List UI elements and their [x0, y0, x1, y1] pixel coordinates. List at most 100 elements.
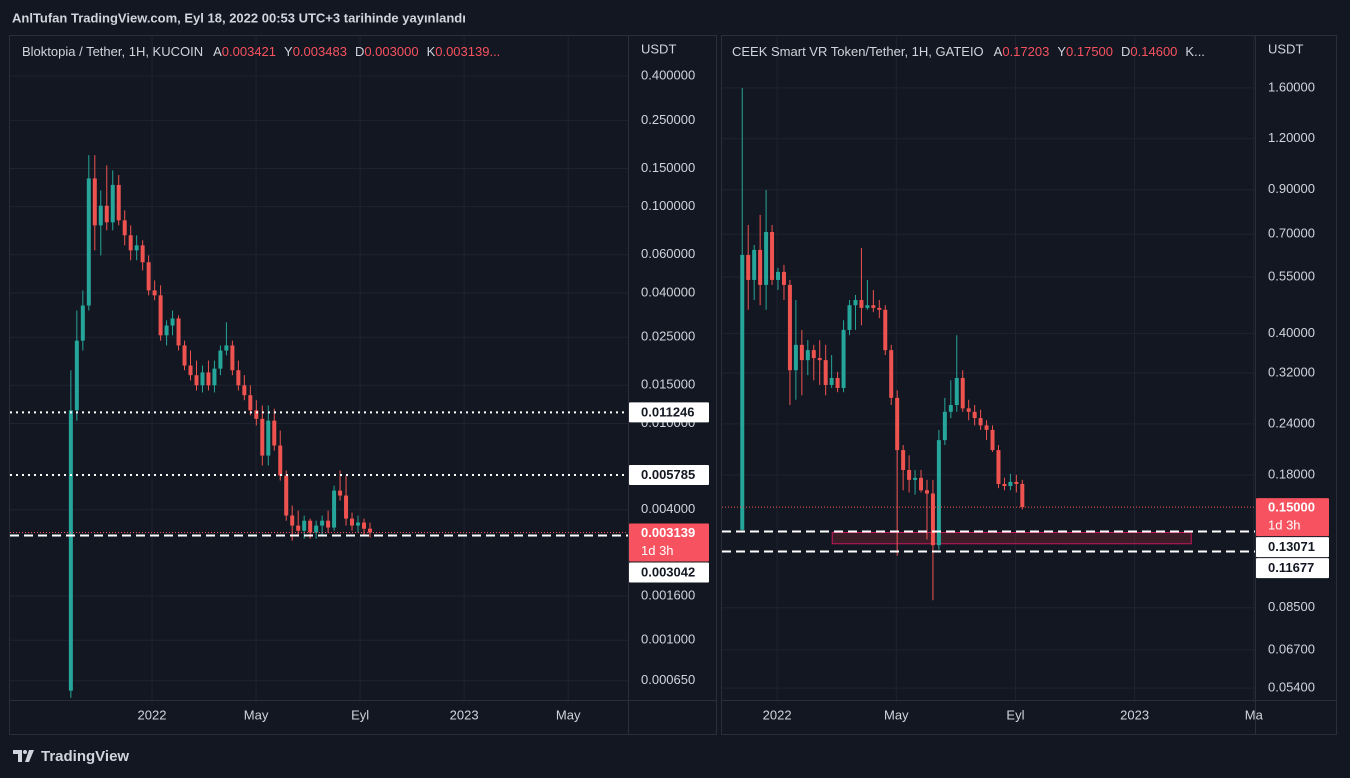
plot-area [722, 36, 1255, 702]
candle-body [799, 344, 804, 361]
candle-body [919, 477, 924, 491]
candle-body [272, 420, 277, 446]
x-tick-label: May [556, 707, 581, 722]
candle-body [990, 429, 995, 451]
ohlc-key: A [213, 44, 222, 59]
candle-body [134, 245, 139, 251]
last-price-box [1256, 498, 1329, 537]
y-tick-label: 1.60000 [1268, 79, 1315, 94]
candle-body [116, 184, 121, 221]
candle-body [74, 340, 79, 411]
price-line-label-box [629, 402, 709, 423]
candle-body [871, 305, 876, 308]
countdown-label: 1d 3h [1268, 518, 1301, 533]
candle-body [805, 350, 810, 361]
y-tick-label: 0.40000 [1268, 325, 1315, 340]
ohlc-value: 0.003483 [293, 44, 347, 59]
candle-body [80, 305, 85, 341]
candle-body [907, 470, 912, 480]
price-line-label: 0.11677 [1268, 560, 1314, 575]
x-tick-label: May [244, 707, 269, 722]
candle-body [110, 184, 115, 223]
candle-body [841, 329, 846, 388]
footer-brand: TradingView [41, 748, 129, 765]
y-tick-label: 0.015000 [641, 377, 695, 392]
candle-body [314, 525, 319, 533]
candle-body [236, 370, 241, 386]
candle-body [146, 262, 151, 291]
candle-body [817, 358, 822, 361]
y-tick-label: 0.000650 [641, 672, 695, 687]
countdown-label: 1d 3h [641, 543, 674, 558]
candle-body [1002, 483, 1007, 487]
x-tick-label: May [884, 707, 909, 722]
candle-body [758, 249, 763, 285]
ohlc-value: 0.003000 [364, 44, 418, 59]
candle-body [158, 295, 163, 336]
candle-body [152, 290, 157, 296]
candle-body [960, 377, 965, 409]
candle-body [104, 205, 109, 223]
y-tick-label: 0.150000 [641, 160, 695, 175]
candle-body [883, 309, 888, 351]
ohlc-key: D [1121, 44, 1130, 59]
candle-body [302, 520, 307, 531]
panel-border [9, 35, 717, 735]
candle-body [248, 395, 253, 411]
candle-body [901, 450, 906, 471]
candle-body [740, 254, 745, 530]
y-tick-label: 0.32000 [1268, 364, 1315, 379]
candle-body [356, 522, 361, 526]
candle-body [361, 522, 366, 529]
price-line-label-box [1256, 558, 1329, 579]
candle-body [266, 420, 271, 456]
y-tick-label: 0.18000 [1268, 466, 1315, 481]
axis-unit: USDT [1268, 41, 1303, 56]
zone [831, 532, 1192, 545]
axis-unit: USDT [641, 41, 676, 56]
price-labels: 0.13071 0.11677 0.15000 1d 3h [1256, 498, 1329, 579]
candle-body [122, 220, 127, 236]
candle-body [746, 254, 751, 280]
candle-body [823, 360, 828, 385]
candle-body [984, 425, 989, 430]
candle-body [332, 490, 337, 528]
candle-body [98, 205, 103, 226]
candle-body [924, 490, 929, 494]
ohlc-key: A [994, 44, 1003, 59]
candle-body [770, 232, 775, 280]
y-tick-label: 0.001000 [641, 632, 695, 647]
candle-body [1020, 483, 1025, 508]
candle-body [752, 249, 757, 280]
candle-body [86, 178, 91, 306]
ohlc-value: 0.17203 [1002, 44, 1049, 59]
plot-area [10, 36, 628, 702]
y-tick-label: 0.70000 [1268, 226, 1315, 241]
x-tick-label: 2023 [450, 707, 479, 722]
candle-body [212, 368, 217, 386]
price-line-label: 0.011246 [641, 404, 695, 419]
x-tick-label: 2023 [1120, 707, 1149, 722]
candle-body [140, 245, 145, 263]
candle-body [829, 377, 834, 385]
price-line-label-box [1256, 537, 1329, 558]
y-tick-label: 0.06700 [1268, 641, 1315, 656]
candle-body [859, 300, 864, 308]
candle-body [847, 305, 852, 330]
y-tick-label: 0.55000 [1268, 268, 1315, 283]
y-tick-label: 0.400000 [641, 68, 695, 83]
x-tick-label: Ma [1245, 707, 1264, 722]
candle-body [194, 375, 199, 386]
candle-body [242, 385, 247, 396]
candle-body [206, 372, 211, 386]
candle-body [230, 345, 235, 371]
header-text: AnlTufan TradingView.com, Eyl 18, 2022 0… [12, 10, 466, 25]
x-tick-label: Eyl [351, 707, 369, 722]
candle-body [344, 495, 349, 519]
candle-body [781, 271, 786, 285]
ohlc-value: 0.14600 [1130, 44, 1177, 59]
title-text: CEEK Smart VR Token/Tether, 1H, GATEIO [732, 44, 984, 59]
price-line-label-box [629, 562, 709, 583]
